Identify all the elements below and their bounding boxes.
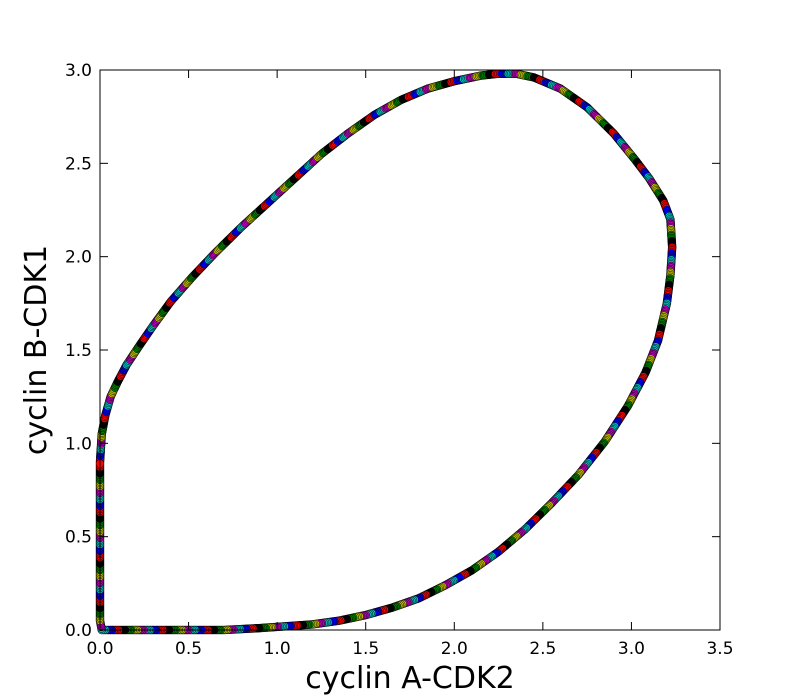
x-tick-label: 1.5	[352, 639, 379, 659]
y-tick-label: 0.0	[65, 621, 92, 641]
x-tick-label: 0.0	[86, 639, 113, 659]
y-axis-label: cyclin B-CDK1	[19, 245, 54, 455]
y-tick-label: 1.0	[65, 434, 92, 454]
x-tick-label: 0.5	[175, 639, 202, 659]
x-tick-label: 3.0	[618, 639, 645, 659]
x-tick-label: 2.5	[529, 639, 556, 659]
axis-ticks: 0.0 0.5 1.0 1.5 2.0 2.5 3.0 3.5 0.0 0.5 1.0 1.5 2.0 2…	[65, 61, 734, 659]
y-tick-label: 2.0	[65, 248, 92, 268]
x-tick-label: 1.0	[264, 639, 291, 659]
y-tick-label: 1.5	[65, 341, 92, 361]
data-points	[95, 69, 677, 635]
x-tick-label: 3.5	[706, 639, 733, 659]
y-tick-label: 2.5	[65, 154, 92, 174]
y-tick-label: 0.5	[65, 528, 92, 548]
x-axis-label: cyclin A-CDK2	[305, 661, 514, 696]
y-tick-label: 3.0	[65, 61, 92, 81]
x-tick-label: 2.0	[441, 639, 468, 659]
